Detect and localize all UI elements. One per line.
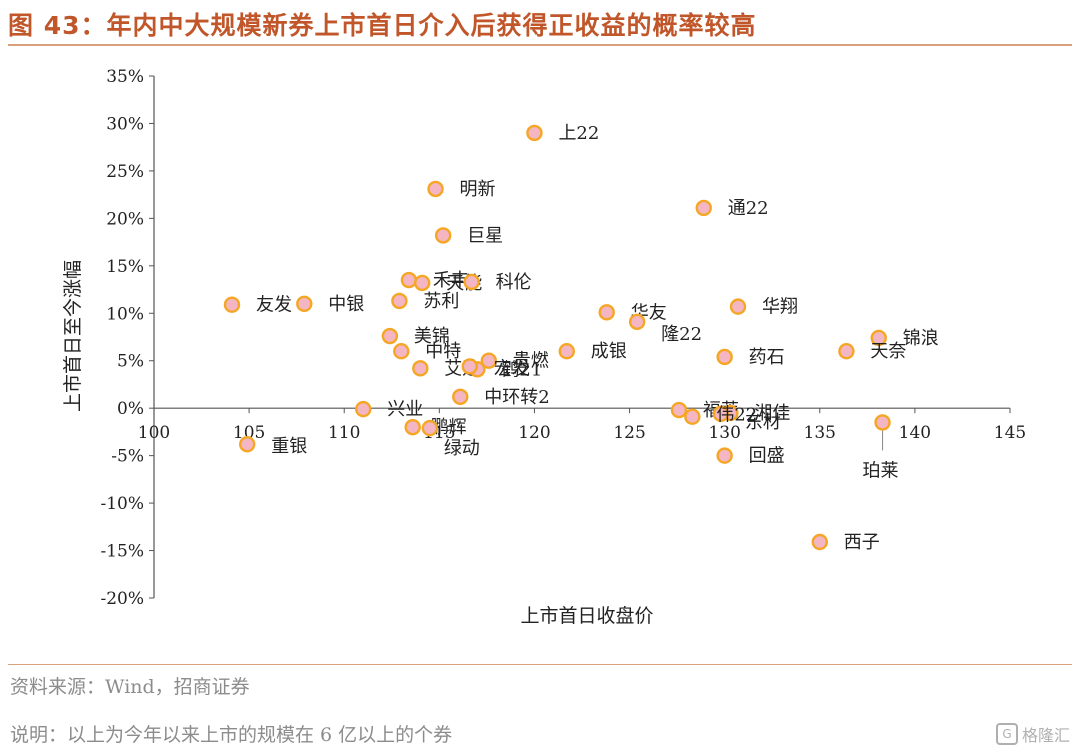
point-label: 友发 bbox=[256, 295, 292, 316]
data-point bbox=[414, 274, 431, 292]
data-point bbox=[838, 343, 855, 360]
point-label: 巨星 bbox=[467, 225, 503, 246]
y-tick-label: 25% bbox=[106, 162, 144, 182]
data-point bbox=[695, 199, 712, 217]
point-label: 成银 bbox=[591, 341, 627, 362]
point-label: 中银 bbox=[328, 294, 364, 315]
point-label: 禾丰 bbox=[433, 270, 469, 291]
data-point bbox=[684, 408, 701, 425]
x-axis-title: 上市首日收盘价 bbox=[520, 605, 653, 627]
data-point bbox=[434, 227, 452, 244]
data-point bbox=[480, 352, 497, 369]
figure-title: 图 43：年内中大规模新券上市首日介入后获得正收益的概率较高 bbox=[8, 11, 757, 40]
data-point bbox=[296, 295, 313, 312]
x-tick-label: 110 bbox=[328, 423, 360, 443]
x-tick-label: 130 bbox=[708, 423, 740, 443]
data-point bbox=[355, 400, 372, 418]
y-tick-label: -5% bbox=[111, 447, 144, 467]
point-label: 苏利 bbox=[423, 291, 459, 312]
x-tick-label: 135 bbox=[804, 423, 836, 443]
data-point bbox=[716, 447, 733, 464]
point-label: 贵燃 bbox=[513, 351, 549, 372]
watermark-logo-icon: G bbox=[995, 723, 1018, 745]
point-label: 华翔 bbox=[762, 297, 798, 318]
data-point bbox=[670, 401, 688, 419]
point-label: 科伦 bbox=[496, 272, 532, 293]
data-point bbox=[239, 436, 256, 453]
data-point bbox=[874, 414, 891, 431]
y-tick-label: -15% bbox=[100, 542, 144, 562]
y-tick-label: 5% bbox=[117, 352, 144, 372]
point-label: 回盛 bbox=[749, 446, 785, 467]
scatter-chart: 35% 30% 25% 20% 15% 10% 5% 0% -5% -10% -15% -20% 100… bbox=[62, 67, 1026, 627]
data-point bbox=[716, 348, 733, 366]
y-tick-label: 10% bbox=[106, 304, 144, 324]
footer-rule bbox=[8, 664, 1072, 665]
explanation-note: 说明：以上为今年以来上市的规模在 6 亿以上的个券 bbox=[10, 724, 453, 746]
data-point bbox=[452, 388, 469, 405]
data-point bbox=[381, 327, 399, 345]
point-label: 明新 bbox=[460, 179, 496, 200]
data-point bbox=[870, 329, 887, 347]
title-rule bbox=[8, 44, 1072, 46]
point-label: 重银 bbox=[271, 436, 307, 457]
y-tick-label: 20% bbox=[106, 209, 144, 229]
point-label: 西子 bbox=[844, 532, 880, 553]
data-point bbox=[729, 298, 747, 315]
point-label: 中环转2 bbox=[484, 387, 549, 408]
x-tick-label: 100 bbox=[138, 423, 170, 443]
y-tick-label: 0% bbox=[117, 399, 144, 419]
x-tick-label: 105 bbox=[233, 423, 265, 443]
y-tick-label: 15% bbox=[106, 257, 144, 277]
data-point bbox=[393, 343, 410, 360]
point-label: 珀莱 bbox=[863, 460, 899, 481]
point-label: 兴业 bbox=[387, 399, 423, 420]
y-axis-title: 上市首日至今涨幅 bbox=[62, 260, 84, 412]
point-label: 美锦 bbox=[414, 326, 450, 347]
y-tick-label: 30% bbox=[106, 114, 144, 134]
point-label: 中特 bbox=[425, 341, 461, 362]
point-label: 药石 bbox=[749, 347, 785, 368]
data-point bbox=[412, 360, 429, 377]
watermark: G 格隆汇 bbox=[995, 722, 1070, 746]
point-label: 通22 bbox=[728, 198, 769, 219]
point-label: 伟22 bbox=[716, 405, 757, 426]
data-point bbox=[628, 313, 646, 331]
data-point bbox=[223, 296, 241, 313]
data-point bbox=[391, 292, 408, 310]
watermark-text: 格隆汇 bbox=[1021, 726, 1070, 745]
data-point bbox=[811, 533, 828, 551]
data-point bbox=[598, 304, 615, 321]
point-label: 锦浪 bbox=[903, 328, 939, 349]
data-point bbox=[526, 124, 543, 142]
data-point bbox=[558, 343, 575, 360]
y-tick-label: 35% bbox=[106, 67, 144, 87]
point-label: 绿动 bbox=[444, 438, 480, 459]
data-point bbox=[404, 418, 421, 436]
point-label: 鹤21 bbox=[501, 359, 542, 380]
y-tick-label: -20% bbox=[100, 589, 144, 609]
point-label: 宏发 bbox=[494, 358, 530, 379]
data-point bbox=[461, 358, 478, 375]
point-label: 隆22 bbox=[661, 324, 702, 345]
x-tick-label: 125 bbox=[613, 423, 645, 443]
x-tick-label: 145 bbox=[994, 423, 1026, 443]
data-point bbox=[712, 405, 730, 423]
x-tick-label: 120 bbox=[518, 423, 550, 443]
point-label: 东材 bbox=[745, 412, 781, 433]
x-tick-label: 140 bbox=[899, 423, 931, 443]
source-note: 资料来源：Wind，招商证券 bbox=[10, 676, 250, 698]
data-point bbox=[463, 273, 480, 291]
data-point bbox=[421, 419, 439, 437]
data-point bbox=[400, 271, 418, 289]
point-label: 湘佳 bbox=[754, 403, 790, 424]
point-label: 上22 bbox=[558, 123, 599, 144]
y-tick-label: -10% bbox=[100, 494, 144, 514]
data-point bbox=[427, 180, 444, 198]
point-label: 天奈 bbox=[870, 341, 906, 362]
point-label: 鹏辉 bbox=[431, 417, 467, 438]
